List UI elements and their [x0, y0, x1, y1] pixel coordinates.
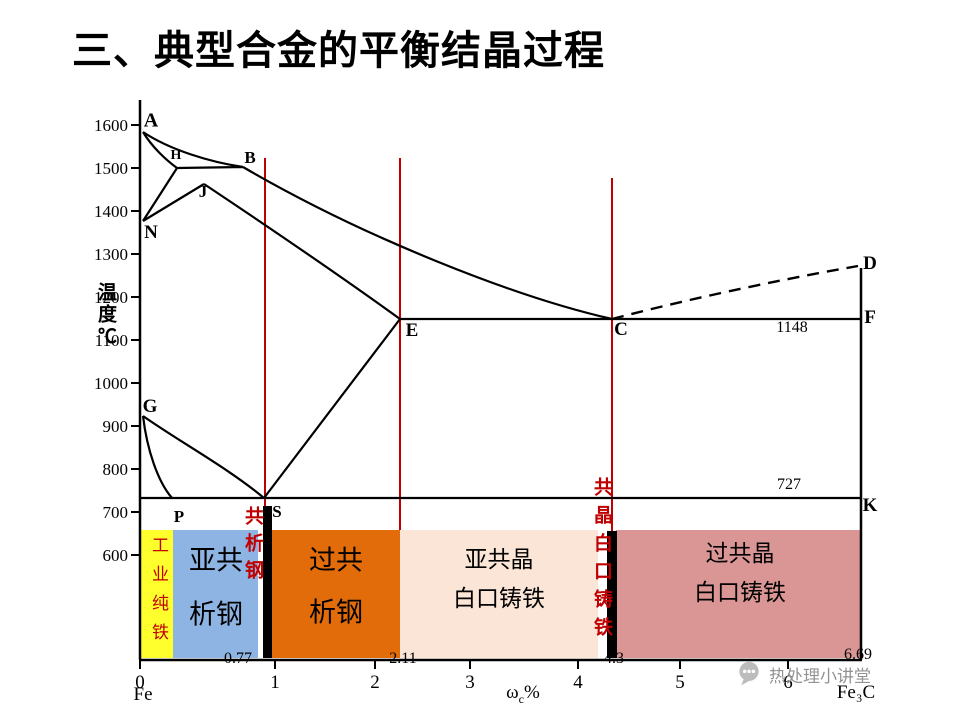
y-tick-1100: 1100 [94, 331, 128, 350]
x-tick-0.77: 0.77 [224, 650, 252, 667]
watermark-logo-icon [735, 660, 763, 688]
omega-symbol: ω [506, 682, 519, 703]
region-label-hypereutectoid-1: 过共 [309, 545, 363, 576]
point-H: H [170, 148, 182, 163]
y-tick-1400: 1400 [94, 202, 128, 221]
region-label-hypoeutectic-1: 亚共晶 [464, 547, 534, 572]
x-axis-fe3c-label: Fe₃C [836, 682, 876, 703]
isotherm-727-label: 727 [777, 476, 801, 493]
y-tick-1300: 1300 [94, 245, 128, 264]
x-tick-2: 2 [370, 672, 380, 693]
y-tick-1200: 1200 [94, 288, 128, 307]
point-A: A [143, 109, 159, 132]
watermark: 热处理小讲堂 [735, 660, 871, 688]
point-D: D [863, 253, 877, 274]
y-tick-700: 700 [102, 503, 129, 522]
point-P: P [173, 507, 185, 526]
page-title: 三、典型合金的平衡结晶过程 [72, 29, 605, 73]
y-tick-600: 600 [102, 546, 129, 565]
phase-boundaries [141, 131, 613, 499]
point-K: K [862, 495, 878, 516]
liquidus-cd-dashed [611, 264, 859, 321]
omega-subscript: c [518, 691, 525, 706]
x-tick-4.3: 4.3 [604, 650, 624, 667]
x-tick-2.11: 2.11 [389, 650, 417, 667]
y-axis-title: 温度℃ [95, 282, 116, 348]
x-tick-6.69: 6.69 [844, 646, 872, 663]
y-tick-1600: 1600 [94, 116, 128, 135]
marker-label-eutectic-white-iron: 共晶白口铸铁 [591, 477, 612, 645]
region-label-hypoeutectoid-2: 析钢 [189, 599, 243, 630]
point-N: N [144, 222, 158, 243]
x-axis-fe-label: Fe [133, 684, 153, 705]
point-F: F [864, 307, 876, 328]
point-J: J [198, 182, 208, 201]
isotherm-1148-label: 1148 [776, 319, 808, 336]
x-tick-6: 6 [783, 672, 793, 693]
region-label-industrial-pure-iron: 工业纯铁 [149, 536, 168, 652]
watermark-text: 热处理小讲堂 [769, 666, 871, 686]
percent-symbol: % [524, 682, 540, 703]
marker-label-eutectoid-steel: 共析钢 [242, 506, 263, 587]
x-tick-4: 4 [573, 672, 583, 693]
y-tick-marks [131, 124, 140, 556]
region-label-hypereutectic-1: 过共晶 [705, 541, 775, 566]
region-label-hypereutectoid-2: 析钢 [309, 597, 363, 628]
y-tick-1000: 1000 [94, 374, 128, 393]
marker-line-0.77 [264, 158, 266, 506]
marker-line-2.11 [399, 158, 401, 530]
point-S: S [272, 502, 282, 521]
y-tick-1500: 1500 [94, 159, 128, 178]
point-C: C [614, 319, 628, 340]
x-tick-5: 5 [675, 672, 685, 693]
region-label-hypoeutectoid-1: 亚共 [189, 545, 243, 576]
x-tick-3: 3 [465, 672, 475, 693]
point-G: G [142, 396, 158, 417]
x-axis-title: ωc% [506, 682, 540, 707]
y-tick-800: 800 [102, 460, 129, 479]
x-tick-0: 0 [135, 672, 145, 693]
point-B: B [244, 148, 256, 167]
x-tick-1: 1 [270, 672, 280, 693]
point-E: E [405, 320, 419, 341]
y-tick-900: 900 [102, 417, 129, 436]
region-label-hypoeutectic-2: 白口铸铁 [453, 586, 545, 611]
region-industrial-pure-iron: 工业纯铁 [140, 530, 173, 658]
region-label-hypereutectic-2: 白口铸铁 [694, 580, 786, 605]
